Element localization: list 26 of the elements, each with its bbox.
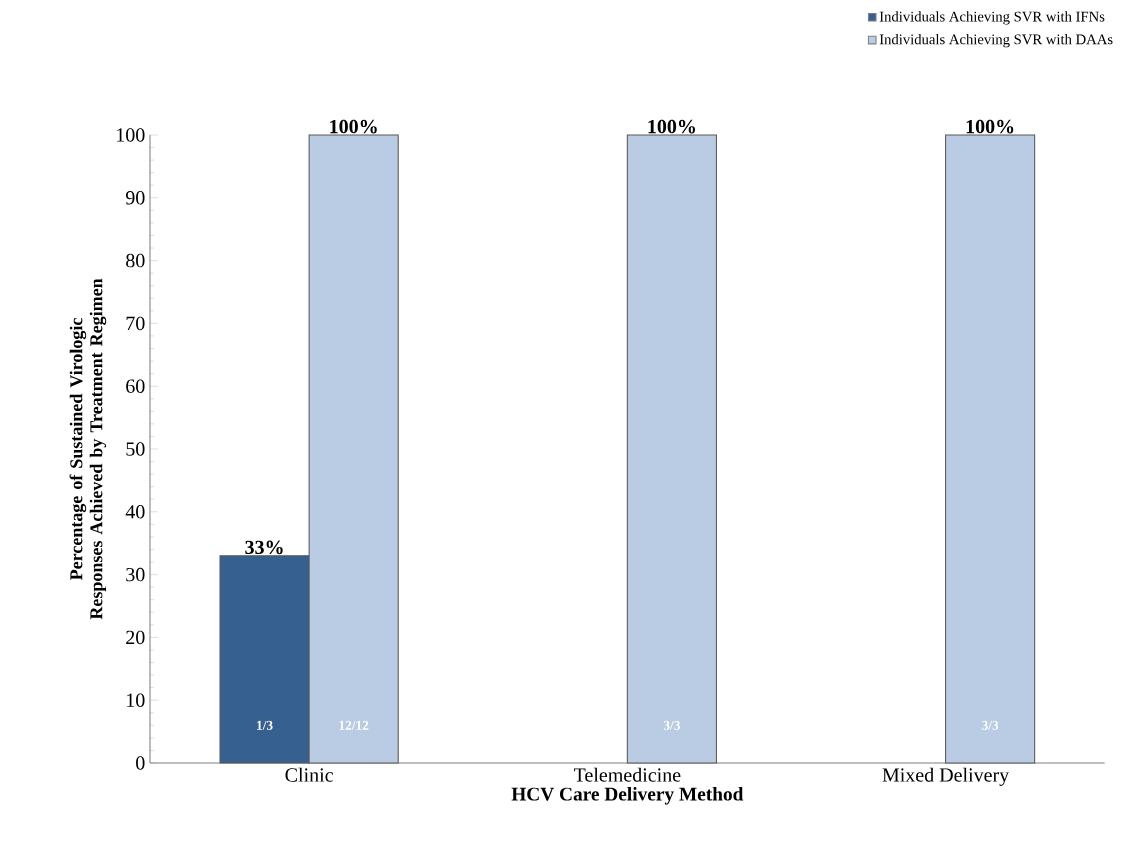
x-tick-label: Clinic	[285, 767, 333, 782]
y-tick-label: 60	[126, 379, 145, 393]
y-tick-label: 40	[125, 505, 145, 519]
annotation: 12/12	[339, 720, 369, 730]
y-tick-label: 100	[117, 128, 145, 142]
data-label: 100%	[966, 119, 1014, 134]
y-tick-label: 90	[125, 191, 145, 205]
legend-label: Individuals Achieving SVR with IFNs	[879, 11, 1105, 25]
x-tick-label: Telemedicine	[573, 767, 681, 782]
data-label: 33%	[245, 540, 283, 555]
y-tick-label: 30	[126, 567, 145, 582]
annotation: 3/3	[663, 720, 680, 730]
annotation: 1/3	[257, 720, 273, 730]
y-tick-label: 80	[126, 253, 145, 268]
data-label: 100%	[330, 119, 377, 134]
x-axis-title: HCV Care Delivery Method	[511, 787, 744, 805]
y-tick-label: 0	[136, 756, 145, 770]
y-tick-label: 10	[127, 693, 145, 707]
x-tick-label: Mixed Delivery	[882, 767, 1010, 786]
legend-label: Individuals Achieving SVR with DAAs	[879, 34, 1113, 48]
y-tick-label: 70	[126, 316, 145, 331]
data-label: 100%	[648, 119, 696, 134]
annotation: 3/3	[982, 720, 999, 730]
y-tick-label: 20	[126, 630, 145, 645]
y-axis-title: Percentage of Sustained Virologic Responses Achieved by Treatment Regimen	[69, 278, 107, 620]
y-tick-label: 50	[126, 442, 145, 456]
